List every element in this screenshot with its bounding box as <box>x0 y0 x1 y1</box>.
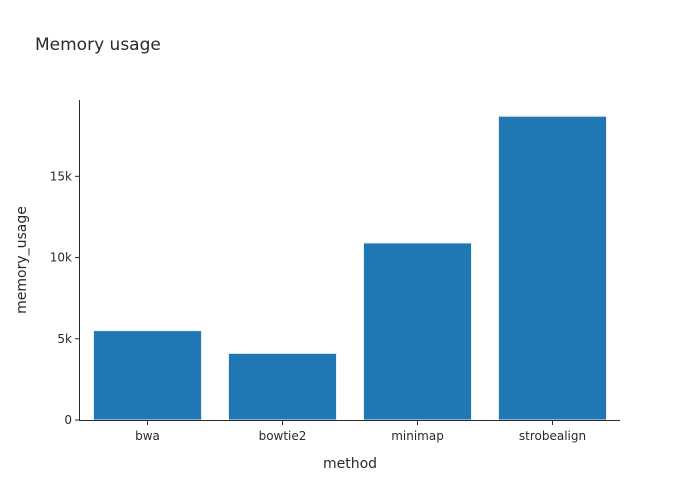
bar-minimap[interactable] <box>363 242 472 421</box>
y-tick-label: 10k <box>50 251 72 265</box>
x-axis-ticks: bwa bowtie2 minimap strobealign <box>135 420 586 443</box>
bar-strobealign[interactable] <box>498 115 607 421</box>
x-tick-label-bowtie2: bowtie2 <box>259 429 307 443</box>
bars-group <box>93 115 607 421</box>
bar-bwa[interactable] <box>93 330 202 421</box>
y-tick-label: 15k <box>50 169 72 183</box>
y-axis-ticks: 0 5k 10k 15k <box>50 169 80 427</box>
chart-title: Memory usage <box>35 35 161 55</box>
x-tick-label-strobealign: strobealign <box>519 429 586 443</box>
bar-bowtie2[interactable] <box>228 352 337 421</box>
y-axis-title: memory_usage <box>14 206 30 314</box>
y-tick-label: 5k <box>57 332 72 346</box>
y-tick-label: 0 <box>64 413 72 427</box>
x-axis-title: method <box>323 456 377 472</box>
x-tick-label-minimap: minimap <box>391 429 444 443</box>
x-tick-label-bwa: bwa <box>135 429 160 443</box>
